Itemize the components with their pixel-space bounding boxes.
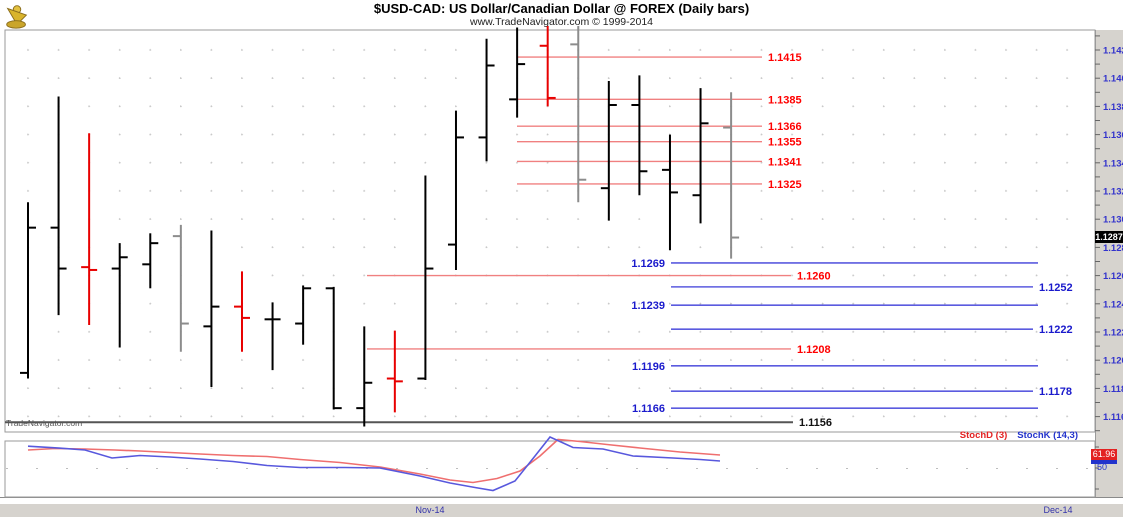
price-axis-label: 1.1420 xyxy=(1103,46,1123,57)
target-label: 1.1196 xyxy=(632,361,665,373)
price-panel-border xyxy=(4,29,1096,433)
target-label: 1.1269 xyxy=(631,258,665,270)
price-axis-label: 1.1180 xyxy=(1103,384,1123,395)
stoch-mid-label: 50 xyxy=(1097,462,1108,472)
price-axis-label: 1.1160 xyxy=(1103,412,1123,423)
price-axis-strip[interactable] xyxy=(1095,30,1123,517)
stoch-panel-border xyxy=(4,440,1096,498)
tradenavigator-logo xyxy=(6,5,28,29)
stochd-line xyxy=(27,438,721,484)
price-axis-label: 1.1200 xyxy=(1103,356,1123,367)
price-axis-label: 1.1280 xyxy=(1103,243,1123,254)
resistance-label: 1.1355 xyxy=(768,137,802,149)
target-label: 1.1239 xyxy=(631,300,665,312)
stochd-legend-label: StochD (3) xyxy=(959,430,1008,441)
target-label: 1.1178 xyxy=(1039,386,1072,398)
chart-title: $USD-CAD: US Dollar/Canadian Dollar @ FO… xyxy=(373,1,750,16)
x-axis-label-nov: Nov-14 xyxy=(415,505,445,515)
stochd-value-badge: 61.96 xyxy=(1091,449,1117,460)
price-axis-label: 1.1260 xyxy=(1103,271,1123,282)
pivot-label: 1.1156 xyxy=(799,417,832,429)
target-label: 1.1252 xyxy=(1039,282,1073,294)
stochk-line xyxy=(27,436,721,492)
price-axis-label: 1.1360 xyxy=(1103,130,1123,141)
price-axis-label: 1.1380 xyxy=(1103,102,1123,113)
stochk-legend-label: StochK (14,3) xyxy=(1017,430,1078,441)
price-axis-label: 1.1240 xyxy=(1103,299,1123,310)
price-axis-label: 1.1220 xyxy=(1103,328,1123,339)
price-axis-label: 1.1320 xyxy=(1103,187,1123,198)
resistance-label: 1.1415 xyxy=(768,52,802,64)
support-label: 1.1260 xyxy=(797,271,831,283)
resistance-label: 1.1385 xyxy=(768,94,802,106)
watermark: TradeNavigator.com xyxy=(6,418,83,428)
x-axis-label-dec: Dec-14 xyxy=(1043,505,1073,515)
price-axis-label: 1.1400 xyxy=(1103,74,1123,85)
support-label: 1.1208 xyxy=(797,344,831,356)
target-label: 1.1166 xyxy=(632,403,665,415)
resistance-label: 1.1341 xyxy=(768,156,802,168)
resistance-label: 1.1366 xyxy=(768,121,802,133)
chart-subtitle: www.TradeNavigator.com © 1999-2014 xyxy=(469,16,654,28)
price-axis-label: 1.1340 xyxy=(1103,158,1123,169)
indicator-legend: StochD (3) StochK (14,3) xyxy=(860,430,1078,441)
stoch-midline-50 xyxy=(6,468,1091,469)
resistance-label: 1.1325 xyxy=(768,179,802,191)
price-axis-label: 1.1300 xyxy=(1103,215,1123,226)
current-price-badge: 1.1287 xyxy=(1095,231,1123,243)
target-label: 1.1222 xyxy=(1039,324,1073,336)
